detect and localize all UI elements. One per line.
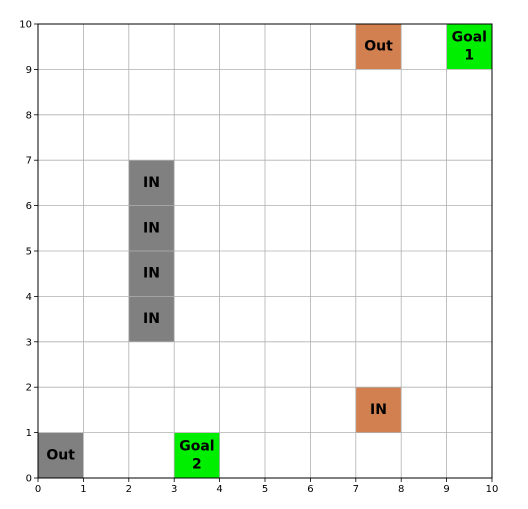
cell-goal-3-0	[174, 432, 220, 478]
x-tick-label: 6	[307, 484, 313, 495]
x-tick-label: 2	[126, 484, 132, 495]
y-tick-label: 10	[19, 20, 32, 31]
y-tick-label: 1	[26, 428, 32, 439]
x-tick-label: 4	[216, 484, 222, 495]
x-tick-label: 9	[443, 484, 449, 495]
cell-in-2-6	[128, 160, 175, 206]
cell-in-2-3-label: IN	[143, 311, 160, 327]
cell-out-0-0	[38, 432, 84, 478]
cell-in-2-4	[128, 251, 175, 297]
cell-goal-3-0-label: Goal	[179, 438, 214, 454]
x-tick-label: 1	[80, 484, 86, 495]
cell-in-7-1	[355, 387, 402, 433]
y-tick-label: 3	[26, 337, 32, 348]
x-tick-label: 8	[398, 484, 404, 495]
cell-goal-3-0-label: 2	[192, 456, 202, 472]
cell-in-2-5	[128, 205, 175, 251]
x-tick-label: 0	[35, 484, 41, 495]
x-tick-label: 5	[262, 484, 268, 495]
cell-in-2-3	[128, 296, 175, 342]
y-tick-label: 6	[26, 201, 32, 212]
cell-out-0-0-label: Out	[46, 447, 75, 463]
cell-in-7-1-label: IN	[370, 402, 387, 418]
y-tick-label: 9	[26, 65, 32, 76]
x-tick-label: 7	[353, 484, 359, 495]
cell-labels: IN IN IN IN Out Out IN Goal 1 Goal 2	[46, 30, 487, 473]
y-tick-label: 8	[26, 110, 32, 121]
y-tick-label: 5	[26, 247, 32, 258]
cell-goal-9-9-label: 1	[464, 48, 474, 64]
y-tick-label: 4	[26, 292, 32, 303]
y-tick-label: 0	[26, 474, 32, 485]
grid-lines	[38, 24, 492, 478]
cells-layer	[38, 24, 492, 478]
x-tick-label: 3	[171, 484, 177, 495]
x-tick-label: 10	[486, 484, 499, 495]
x-axis-ticks: 0 1 2 3 4 5 6 7 8 9 10	[35, 478, 499, 495]
cell-in-2-6-label: IN	[143, 175, 160, 191]
y-axis-ticks: 0 1 2 3 4 5 6 7 8 9 10	[19, 20, 38, 485]
cell-out-7-9	[355, 24, 402, 70]
cell-goal-9-9-label: Goal	[452, 30, 487, 46]
cell-in-2-4-label: IN	[143, 266, 160, 282]
y-tick-label: 7	[26, 156, 32, 167]
cell-goal-9-9	[446, 24, 492, 70]
y-tick-label: 2	[26, 383, 32, 394]
cell-in-2-5-label: IN	[143, 220, 160, 236]
cell-out-7-9-label: Out	[364, 39, 393, 55]
